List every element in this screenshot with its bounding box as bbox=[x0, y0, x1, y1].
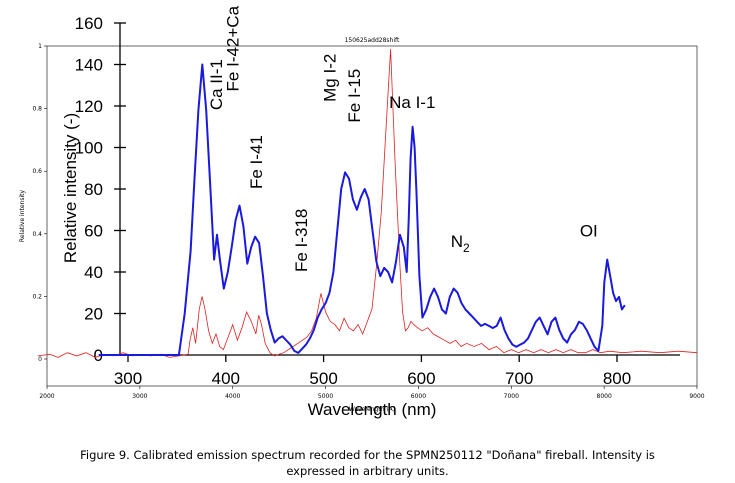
secondary-x-tick-label: 6000 bbox=[411, 393, 426, 400]
secondary-x-tick-label: 3000 bbox=[132, 393, 147, 400]
caption-line-1: Figure 9. Calibrated emission spectrum r… bbox=[80, 448, 655, 462]
annotation-label: Ca II-1 bbox=[207, 59, 226, 110]
secondary-x-tick-label: 9000 bbox=[689, 393, 704, 400]
secondary-axes: 2000 3000 4000 5000 6000 7000 8000 900000.20.40… bbox=[19, 37, 705, 413]
secondary-y-label: Relative intensity bbox=[19, 189, 26, 242]
primary-x-tick-label: 400 bbox=[212, 369, 240, 388]
primary-x-tick-label: 300 bbox=[114, 369, 142, 388]
primary-y-tick-label: 40 bbox=[84, 263, 103, 282]
primary-y-tick-label: 100 bbox=[75, 139, 103, 158]
series-lines bbox=[37, 49, 698, 358]
primary-y-tick-label: 60 bbox=[84, 222, 103, 241]
secondary-y-tick-label: 0.8 bbox=[32, 106, 42, 113]
primary-axes: 0 20 40 60 80 100 120 140 160 300 400 500 600 700 800 W… bbox=[61, 14, 680, 419]
annotation-label: Fe I-41 bbox=[247, 135, 266, 189]
primary-y-tick-label: 160 bbox=[75, 14, 103, 33]
annotation-label: OI bbox=[580, 222, 598, 241]
primary-x-tick-label: 600 bbox=[407, 369, 435, 388]
secondary-y-tick-label: 0 bbox=[38, 356, 42, 363]
annotations: Ca II-1Fe I-42+Ca I-2 Fe I-41 Fe I-318 Mg I… bbox=[207, 0, 598, 272]
secondary-title: 150625add28shift bbox=[345, 37, 400, 44]
annotation-label: Fe I-15 bbox=[345, 69, 364, 123]
figure-caption: Figure 9. Calibrated emission spectrum r… bbox=[0, 447, 735, 479]
annotation-label: Mg I-2 bbox=[320, 54, 339, 102]
secondary-x-tick-label: 7000 bbox=[504, 393, 519, 400]
secondary-y-tick-label: 0.4 bbox=[32, 231, 42, 238]
series-line-calibrated bbox=[98, 63, 626, 356]
primary-y-tick-label: 140 bbox=[75, 56, 103, 75]
annotation-label: Fe I-42+Ca I-2 bbox=[224, 0, 243, 91]
series-line-raw bbox=[37, 49, 698, 358]
secondary-y-tick-label: 0.6 bbox=[32, 168, 42, 175]
spectrum-chart: 2000 3000 4000 5000 6000 7000 8000 900000.20.40… bbox=[19, 0, 705, 419]
primary-x-tick-label: 500 bbox=[309, 369, 337, 388]
secondary-x-tick-label: 5000 bbox=[318, 393, 333, 400]
caption-line-2: expressed in arbitrary units. bbox=[286, 464, 449, 478]
primary-y-tick-label: 0 bbox=[94, 346, 103, 365]
secondary-plot-frame bbox=[46, 45, 698, 387]
primary-y-tick-label: 80 bbox=[84, 180, 103, 199]
annotation-label: Na I-1 bbox=[389, 93, 435, 112]
secondary-x-tick-label: 2000 bbox=[39, 393, 54, 400]
primary-x-tick-label: 800 bbox=[603, 369, 631, 388]
primary-x-label: Wavelength (nm) bbox=[308, 400, 437, 419]
secondary-x-tick-label: 8000 bbox=[597, 393, 612, 400]
primary-y-tick-label: 20 bbox=[84, 305, 103, 324]
secondary-x-label: Wavelength (A) bbox=[349, 406, 395, 413]
secondary-y-tick-label: 0.2 bbox=[32, 293, 42, 300]
primary-y-label: Relative intensity (-) bbox=[61, 113, 80, 263]
secondary-y-tick-label: 1 bbox=[38, 43, 42, 50]
annotation-subscript: 2 bbox=[463, 241, 470, 255]
secondary-x-tick-label: 4000 bbox=[225, 393, 240, 400]
annotation-label: Fe I-318 bbox=[292, 209, 311, 272]
primary-x-tick-label: 700 bbox=[505, 369, 533, 388]
annotation-label: N2 bbox=[451, 232, 470, 255]
primary-y-tick-label: 120 bbox=[75, 97, 103, 116]
